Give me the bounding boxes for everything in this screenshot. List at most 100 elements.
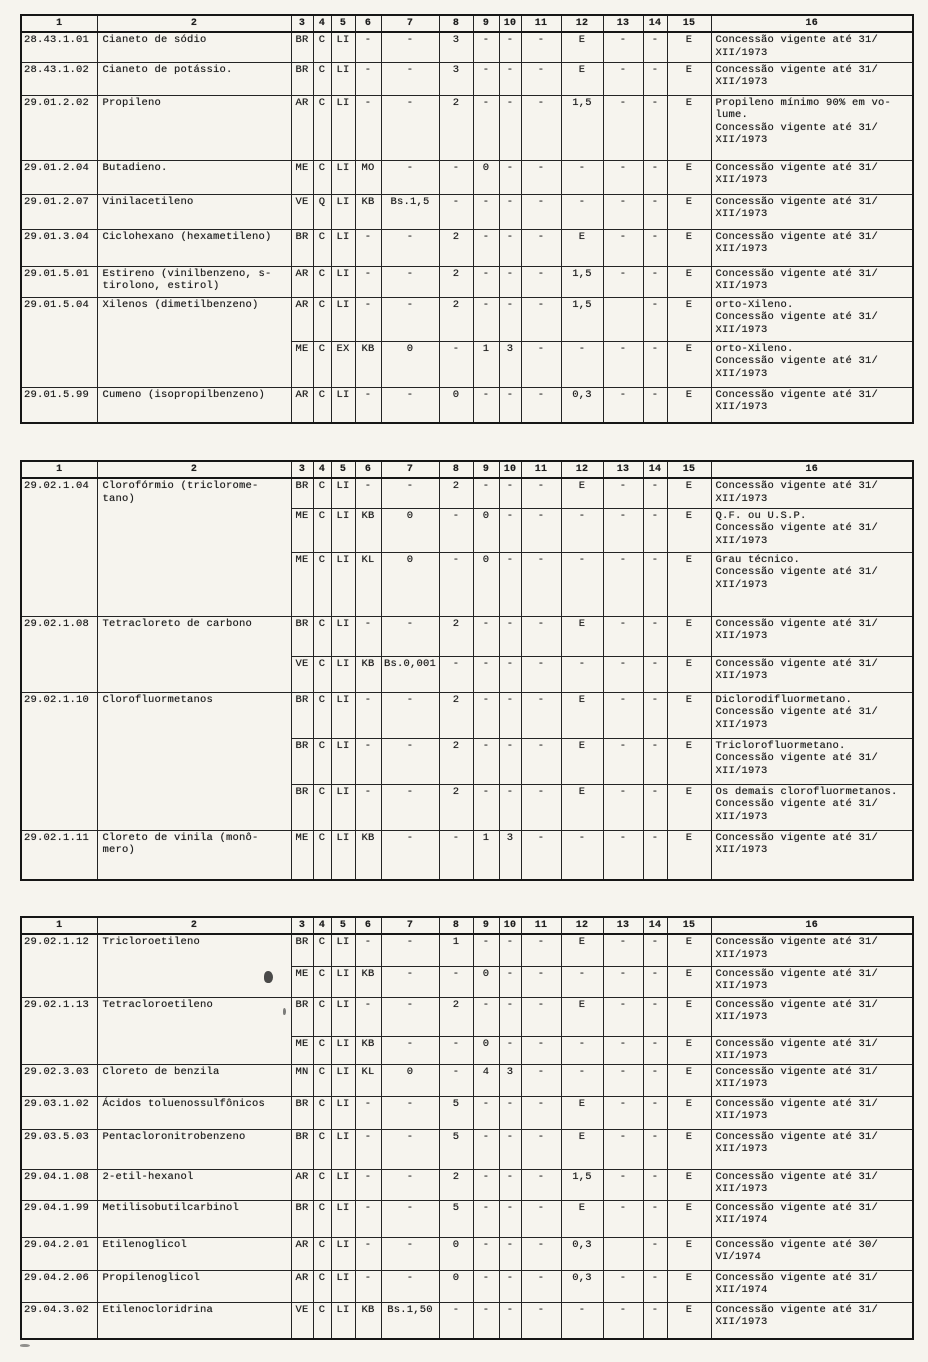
col-8-cell: - bbox=[438, 159, 474, 195]
col-9-cell: 0 bbox=[472, 507, 500, 553]
table-row: 29.02.1.13 Tetracloroetileno BR C LI - -2- - - E -… bbox=[20, 996, 914, 1065]
col-4-cell: C bbox=[312, 1128, 332, 1170]
col-3-cell: ME bbox=[290, 551, 314, 617]
col-3-cell: AR bbox=[290, 386, 314, 424]
col-9-cell: - bbox=[472, 1236, 500, 1271]
col-11-cell: - bbox=[520, 94, 562, 161]
col-11-cell: - bbox=[520, 737, 562, 785]
col-13-cell: - bbox=[602, 691, 644, 739]
column-header-4: 4 bbox=[312, 916, 332, 935]
col-13-cell bbox=[602, 296, 644, 342]
column-header-2: 2 bbox=[96, 14, 292, 33]
col-5-cell: LI bbox=[330, 1095, 356, 1130]
col-3-cell: BR bbox=[290, 737, 314, 785]
col-11-cell: - bbox=[520, 551, 562, 617]
col-15-cell: E bbox=[666, 340, 712, 388]
col-5-cell: LI bbox=[330, 965, 356, 998]
col-10-cell: - bbox=[498, 1236, 522, 1271]
col-15-cell: E bbox=[666, 1269, 712, 1303]
col-10-cell: - bbox=[498, 1128, 522, 1170]
col-15-cell: E bbox=[666, 265, 712, 298]
table-row: 29.04.2.01 Etilenoglicol AR C LI - -0- - -0,3- E C… bbox=[20, 1236, 914, 1271]
col-10-cell: - bbox=[498, 386, 522, 424]
column-header-7: 7 bbox=[380, 14, 440, 33]
ncm-code-cell: 29.02.1.11 bbox=[20, 829, 98, 881]
col-3-cell: AR bbox=[290, 296, 314, 342]
column-header-1: 1 bbox=[20, 460, 98, 479]
col-5-cell: LI bbox=[330, 1199, 356, 1238]
col-12-cell: - bbox=[560, 1063, 604, 1097]
col-11-cell: - bbox=[520, 340, 562, 388]
col-7-cell: 0 bbox=[380, 507, 440, 553]
col-14-cell: - bbox=[642, 1168, 668, 1201]
col-7-cell: - bbox=[380, 31, 440, 63]
product-name-cell: Cloreto de benzila bbox=[96, 1063, 292, 1097]
col-10-cell: - bbox=[498, 61, 522, 96]
col-7-cell: 0 bbox=[380, 551, 440, 617]
col-12-cell: 1,5 bbox=[560, 94, 604, 161]
col-5-cell: LI bbox=[330, 933, 356, 967]
ncm-code-cell: 29.02.1.08 bbox=[20, 615, 98, 693]
col-15-cell: E bbox=[666, 94, 712, 161]
col-6-cell: KB bbox=[354, 655, 382, 693]
col-3-cell: BR bbox=[290, 61, 314, 96]
ncm-code-cell: 29.01.5.99 bbox=[20, 386, 98, 424]
col-10-cell: - bbox=[498, 1269, 522, 1303]
col-11-cell: - bbox=[520, 1269, 562, 1303]
col-13-cell: - bbox=[602, 265, 644, 298]
col-4-cell: C bbox=[312, 1269, 332, 1303]
column-header-6: 6 bbox=[354, 14, 382, 33]
col-3-cell: AR bbox=[290, 1168, 314, 1201]
col-14-cell: - bbox=[642, 1236, 668, 1271]
col-5-cell: LI bbox=[330, 691, 356, 739]
col-13-cell: - bbox=[602, 1269, 644, 1303]
product-name-cell: Tricloroetileno bbox=[96, 933, 292, 998]
col-15-cell: E bbox=[666, 1199, 712, 1238]
col-15-cell: E bbox=[666, 1063, 712, 1097]
concession-note-cell: Concessão vigente até 31/ XII/1973 bbox=[710, 655, 914, 693]
table-row: 29.01.5.04 Xilenos (dimetilbenzeno) AR C LI -… bbox=[20, 296, 914, 388]
ncm-code-cell: 29.01.5.04 bbox=[20, 296, 98, 388]
col-8-cell: 3 bbox=[438, 31, 474, 63]
col-7-cell: - bbox=[380, 965, 440, 998]
ink-blot bbox=[20, 1344, 30, 1347]
product-name-cell: Clorofórmio (triclorome- tano) bbox=[96, 477, 292, 617]
column-header-12: 12 bbox=[560, 14, 604, 33]
col-13-cell: - bbox=[602, 655, 644, 693]
col-5-cell: LI bbox=[330, 159, 356, 195]
col-13-cell: - bbox=[602, 1063, 644, 1097]
concession-note-cell: Concessão vigente até 30/ VI/1974 bbox=[710, 1236, 914, 1271]
col-14-cell: - bbox=[642, 193, 668, 230]
col-13-cell: - bbox=[602, 996, 644, 1037]
col-11-cell: - bbox=[520, 61, 562, 96]
col-14-cell: - bbox=[642, 996, 668, 1037]
col-3-cell: BR bbox=[290, 1199, 314, 1238]
col-15-cell: E bbox=[666, 1035, 712, 1065]
col-12-cell: 0,3 bbox=[560, 1236, 604, 1271]
table-row: 29.01.3.04 Ciclohexano (hexametileno) BR C L… bbox=[20, 228, 914, 267]
col-14-cell: - bbox=[642, 340, 668, 388]
column-header-11: 11 bbox=[520, 14, 562, 33]
concession-note-cell: Concessão vigente até 31/ XII/1973 bbox=[710, 193, 914, 230]
col-7-cell: - bbox=[380, 61, 440, 96]
col-4-cell: C bbox=[312, 31, 332, 63]
col-12-cell: - bbox=[560, 159, 604, 195]
col-5-cell: LI bbox=[330, 615, 356, 657]
table-row: 29.01.5.99 Cumeno (isopropilbenzeno) AR C LI… bbox=[20, 386, 914, 424]
col-8-cell: 3 bbox=[438, 61, 474, 96]
concession-note-cell: Concessão vigente até 31/ XII/1974 bbox=[710, 1199, 914, 1238]
col-11-cell: - bbox=[520, 996, 562, 1037]
col-15-cell: E bbox=[666, 1128, 712, 1170]
col-15-cell: E bbox=[666, 783, 712, 831]
col-7-cell: - bbox=[380, 783, 440, 831]
col-12-cell: E bbox=[560, 228, 604, 267]
col-14-cell: - bbox=[642, 477, 668, 509]
col-5-cell: LI bbox=[330, 1301, 356, 1340]
col-3-cell: BR bbox=[290, 996, 314, 1037]
col-12-cell: - bbox=[560, 551, 604, 617]
col-4-cell: C bbox=[312, 737, 332, 785]
col-7-cell: - bbox=[380, 1168, 440, 1201]
table-row: 29.04.3.02 Etilenocloridrina VE C LI KB Bs.1,5… bbox=[20, 1301, 914, 1340]
col-11-cell: - bbox=[520, 228, 562, 267]
product-name-cell: Cumeno (isopropilbenzeno) bbox=[96, 386, 292, 424]
